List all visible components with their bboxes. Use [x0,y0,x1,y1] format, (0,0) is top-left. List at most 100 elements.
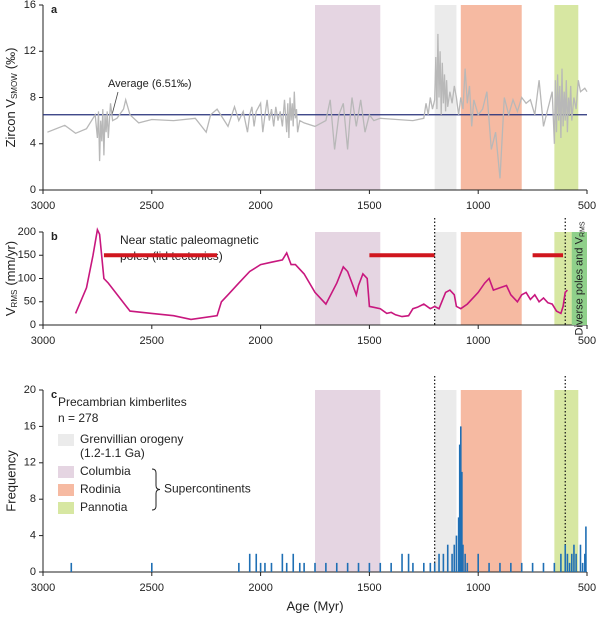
x-tick-label: 3000 [31,200,55,212]
bar [520,562,523,572]
bar [457,517,460,572]
bar [259,562,262,572]
x-tick-label: 1000 [466,335,490,347]
bar [466,562,469,572]
legend-title: n = 278 [58,411,99,425]
bar [357,562,360,572]
panel-label: c [51,389,57,401]
x-tick-label: 1000 [466,200,490,212]
panel-label: a [51,4,58,16]
bar [70,562,73,572]
legend-swatch [58,434,74,446]
x-tick-label: 2500 [140,335,164,347]
bar [584,553,586,572]
bar [564,544,567,572]
y-axis-label: Zircon VSMOW (‰) [3,48,19,148]
bar [438,553,440,572]
bar [461,471,463,572]
y-tick-label: 16 [24,420,36,432]
average-label: Average (6.51‰) [108,78,192,90]
bar [151,562,153,572]
bar [264,562,266,572]
x-tick-label: 3000 [31,335,55,347]
y-tick-label: 4 [30,530,36,542]
y-tick-label: 200 [18,226,36,238]
label-sub: RMS [10,290,19,308]
diverse-box [571,232,587,325]
bar [488,562,490,572]
bar [248,553,251,572]
label-main: V [3,307,18,316]
bar [238,562,240,572]
x-tick-label: 500 [578,335,596,347]
bar [570,553,573,572]
bar [462,544,464,572]
data-line [74,227,568,321]
y-tick-label: 50 [24,296,36,308]
diverse-label: Diverse poles and VRMS [573,221,586,335]
bar [453,544,456,572]
bar [379,562,382,572]
bar [281,553,284,572]
y-tick-label: 0 [30,566,36,578]
bar [542,562,545,572]
interval-band [460,232,522,325]
legend-swatch [58,484,74,496]
bar [585,526,587,572]
bar [581,562,584,572]
bar [407,553,410,572]
bar [573,544,575,572]
x-tick-label: 1500 [357,335,381,347]
y-tick-label: 8 [30,493,36,505]
bar [298,562,301,572]
bar [423,562,425,572]
interval-band [434,390,457,572]
brace [151,468,161,511]
label-unit: (mm/yr) [3,241,18,286]
y-tick-label: 150 [18,249,36,261]
x-tick-label: 1000 [466,582,490,594]
legend-label: Grenvillian orogeny [80,432,183,446]
legend-title: Precambrian kimberlites [58,395,187,409]
bar [433,562,436,572]
bar [499,562,501,572]
bar [401,553,403,572]
y-tick-label: 8 [30,91,36,103]
y-tick-label: 12 [24,45,36,57]
x-tick-label: 2000 [248,582,272,594]
bar [553,562,556,572]
x-tick-label: 500 [578,200,596,212]
leader [111,91,119,115]
bar [560,553,562,572]
bar [458,444,461,572]
bar [368,562,371,572]
legend-label: Columbia [80,464,131,478]
bar [325,562,327,572]
label-sub: RMS [579,221,586,237]
bar [566,553,569,572]
x-tick-label: 2500 [140,200,164,212]
bar [390,562,392,572]
y-tick-label: 100 [18,272,36,284]
x-tick-label: 500 [578,582,596,594]
interval-band [460,5,522,190]
bar [314,562,316,572]
x-tick-label: 3000 [31,582,55,594]
interval-band [315,232,381,325]
interval-band [315,390,381,572]
legend-label: Pannotia [80,500,128,514]
bar [335,562,338,572]
bar [575,553,577,572]
y-axis-label: VRMS (mm/yr) [3,241,19,316]
y-tick-label: 0 [30,184,36,196]
y-axis-label: Frequency [3,450,18,512]
label-main: Zircon V [3,99,18,148]
y-tick-label: 12 [24,457,36,469]
data-line [47,33,588,179]
bar [412,562,414,572]
y-tick-label: 20 [24,384,36,396]
y-tick-label: 4 [30,138,36,150]
bar [455,535,458,572]
supercontinents-label: Supercontinents [164,482,251,496]
